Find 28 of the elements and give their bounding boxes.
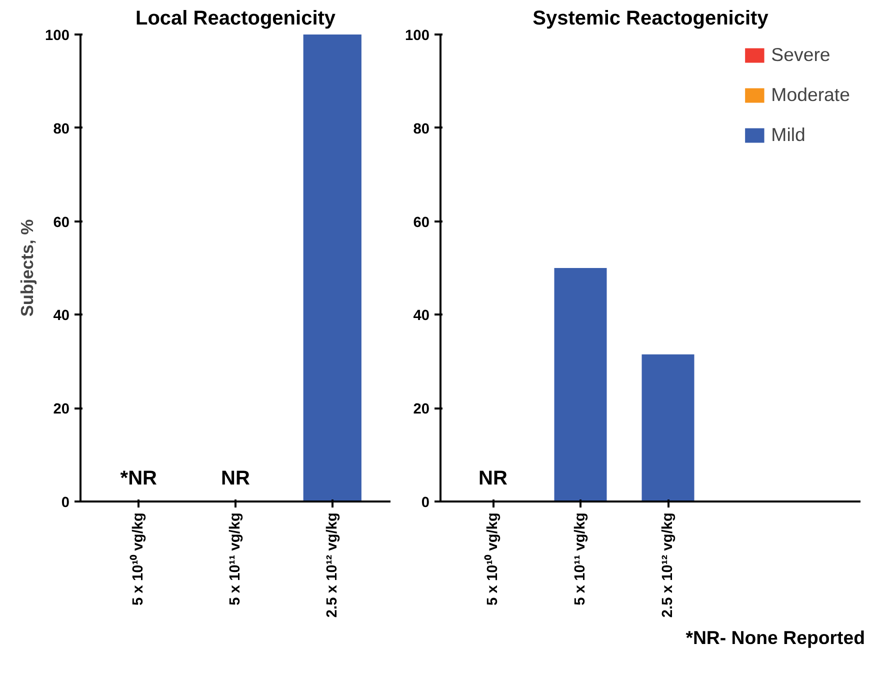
y-tick-label: 100 (405, 28, 430, 44)
x-tick-label: 5 x 10¹¹ vg/kg (572, 512, 588, 606)
legend-label: Mild (771, 124, 806, 146)
x-tick-label: 2.5 x 10¹² vg/kg (660, 512, 676, 618)
text: *NR- None Reported (686, 626, 865, 650)
x-tick-label: 5 x 10¹⁰ vg/kg (130, 512, 147, 606)
chart-title: Systemic Reactogenicity (532, 8, 770, 30)
y-tick-label: 20 (53, 402, 70, 418)
annotation: *NR (120, 468, 158, 490)
annotation: NR (221, 468, 250, 490)
chart-title: Local Reactogenicity (135, 8, 336, 30)
y-tick-label: 100 (45, 28, 70, 44)
y-tick-label: 40 (413, 308, 430, 324)
x-tick-label: 5 x 10¹⁰ vg/kg (484, 512, 501, 606)
y-tick-label: 60 (413, 214, 430, 231)
legend-label: Severe (771, 44, 830, 66)
y-tick-label: 0 (61, 495, 70, 511)
y-tick-label: 80 (53, 121, 70, 138)
x-tick-label: 5 x 10¹¹ vg/kg (228, 512, 244, 606)
y-tick-label: 80 (413, 121, 430, 138)
y-tick-label: 60 (53, 214, 70, 231)
y-axis-title: Subjects, % (17, 219, 38, 317)
y-tick-label: 40 (53, 308, 70, 324)
y-tick-label: 20 (413, 402, 430, 418)
x-tick-label: 2.5 x 10¹² vg/kg (324, 512, 340, 618)
annotation: NR (478, 468, 508, 490)
y-tick-label: 0 (421, 495, 430, 511)
legend-label: Moderate (771, 84, 850, 106)
